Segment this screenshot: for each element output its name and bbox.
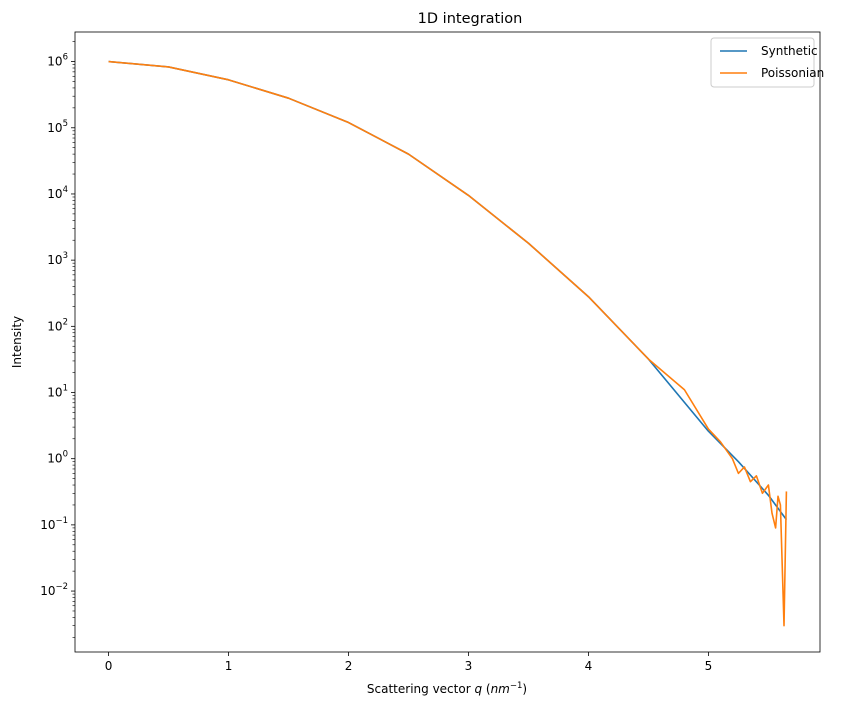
y-tick-label: 10−1 bbox=[40, 516, 68, 532]
y-tick-label: 105 bbox=[47, 119, 68, 135]
y-tick-label: 101 bbox=[47, 384, 68, 400]
series-layer bbox=[108, 60, 788, 627]
legend: Synthetic Poissonian bbox=[710, 37, 824, 88]
x-axis-label: Scattering vector q (nm−1) bbox=[367, 681, 527, 696]
plot-area bbox=[74, 31, 821, 653]
y-tick-label: 100 bbox=[47, 450, 68, 466]
y-axis: 10−2 10−1 100 101 102 103 104 105 106 bbox=[40, 41, 75, 638]
x-axis-label-prefix: Scattering vector bbox=[367, 682, 475, 696]
x-tick-label: 1 bbox=[225, 659, 233, 673]
x-axis-label-unit-close: ) bbox=[522, 682, 527, 696]
x-axis-label-unit: nm bbox=[491, 682, 510, 696]
y-axis-label: Intensity bbox=[10, 316, 24, 368]
series-line-poissonian bbox=[108, 60, 788, 627]
x-axis: 0 1 2 3 4 5 bbox=[105, 652, 712, 673]
x-tick-label: 0 bbox=[105, 659, 113, 673]
y-tick-label: 10−2 bbox=[40, 582, 68, 598]
x-tick-label: 4 bbox=[585, 659, 593, 673]
x-tick-label: 2 bbox=[345, 659, 353, 673]
x-tick-label: 5 bbox=[705, 659, 713, 673]
y-tick-label: 103 bbox=[47, 251, 68, 267]
x-tick-label: 3 bbox=[465, 659, 473, 673]
plot-frame bbox=[74, 31, 821, 653]
legend-label-synthetic: Synthetic bbox=[761, 44, 818, 58]
x-axis-label-unit-open: ( bbox=[482, 682, 491, 696]
x-axis-label-var: q bbox=[474, 682, 482, 696]
y-tick-label: 102 bbox=[47, 317, 68, 333]
x-axis-label-exp: −1 bbox=[510, 681, 523, 691]
chart-title: 1D integration bbox=[418, 11, 523, 27]
legend-label-poissonian: Poissonian bbox=[761, 66, 824, 80]
y-tick-label: 104 bbox=[47, 185, 68, 201]
y-tick-label: 106 bbox=[47, 53, 68, 69]
